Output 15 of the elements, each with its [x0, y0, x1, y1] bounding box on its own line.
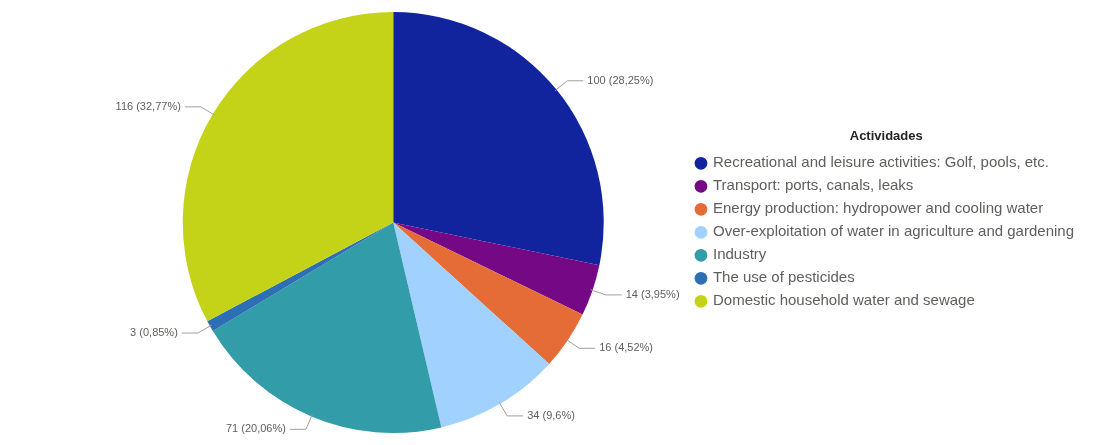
legend-label: Recreational and leisure activities: Golf, pools, etc. [712, 153, 1049, 171]
legend-label: Industry [712, 245, 767, 263]
data-label: 100 (28,25%) [587, 73, 654, 86]
legend-label: Over-exploitation of water in agriculture and gardening [712, 222, 1075, 240]
legend-label: The use of pesticides [712, 268, 855, 286]
data-label: 3 (0,85%) [130, 326, 178, 339]
data-label: 16 (4,52%) [599, 341, 654, 354]
data-label: 14 (3,95%) [625, 287, 680, 300]
legend-label: Domestic household water and sewage [712, 291, 975, 309]
data-label: 116 (32,77%) [115, 99, 181, 112]
legend-label: Energy production: hydropower and cooling water [712, 199, 1044, 217]
data-label: 71 (20,06%) [226, 422, 286, 435]
data-label: 34 (9,6%) [527, 408, 575, 421]
legend-title: Actividades [849, 128, 923, 144]
legend-label: Transport: ports, canals, leaks [712, 176, 914, 194]
